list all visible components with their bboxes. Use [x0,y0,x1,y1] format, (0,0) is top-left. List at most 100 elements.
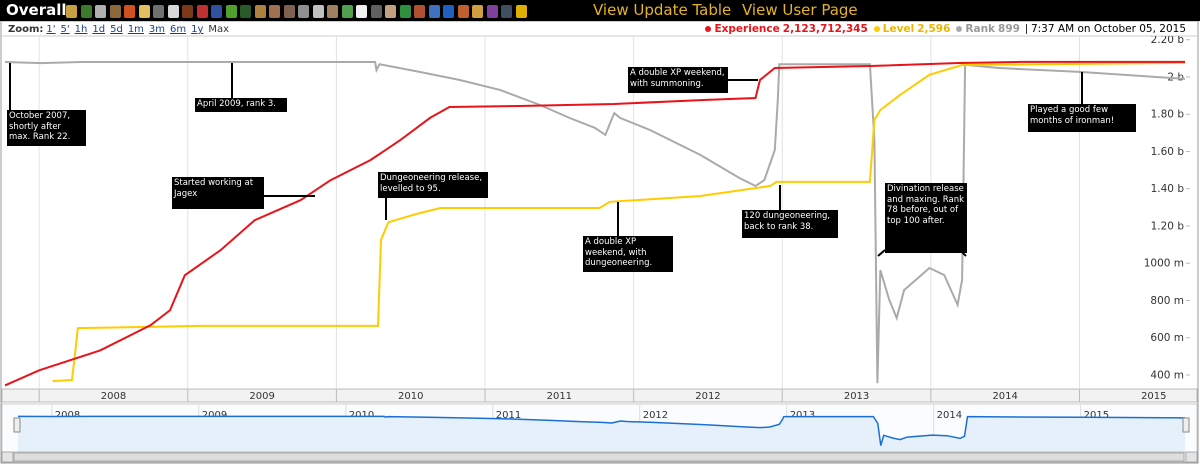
skill-icons [66,3,530,18]
x-tick-label: 2009 [249,391,274,402]
navigator-tick-label: 2012 [643,410,668,421]
annotation: Played a good few months of ironman! [1028,104,1136,132]
zoom-option[interactable]: 6m [170,24,187,35]
legend-current: 2,123,712,345 [782,23,868,35]
annotation: Dungeoneering release, levelled to 95. [378,172,488,198]
skill-icon[interactable] [515,5,527,18]
annotation-connector [877,249,886,257]
skill-title: Overall [6,1,67,19]
skill-icon[interactable] [428,5,440,18]
skill-icon[interactable] [356,5,367,18]
skill-icon[interactable] [66,5,77,18]
zoom-option[interactable]: 5d [110,24,123,35]
skill-icon[interactable] [501,5,512,18]
y-tick-label: 1.20 b [1151,220,1185,232]
skill-icon[interactable] [399,5,411,18]
legend-item: Experience 2,123,712,345 [705,23,868,35]
zoom-option[interactable]: 1y [191,24,204,35]
skill-icon[interactable] [283,5,295,18]
legend-name: Experience [714,23,780,35]
annotation: October 2007, shortly after max. Rank 22… [7,110,86,146]
navigator-area [18,416,1185,452]
navigator-line [17,415,1186,446]
skill-icon[interactable] [95,5,106,18]
skill-icon[interactable] [109,5,121,18]
skill-icon[interactable] [327,5,338,18]
skill-icon[interactable] [472,5,483,18]
skill-icon[interactable] [457,5,469,18]
skill-icon[interactable] [153,5,164,18]
legend: Experience 2,123,712,345 Level 2,596 Rank 899… [699,23,1186,35]
skill-icon[interactable] [182,5,193,18]
zoom-option[interactable]: 1d [92,24,106,35]
skill-icon[interactable] [341,5,353,18]
annotation: Started working at Jagex [172,177,264,209]
annotation: Divination release and maxing. Rank 78 b… [885,183,967,253]
zoom-option[interactable]: 1h [74,24,88,35]
y-tick-label: 1000 m [1144,258,1184,270]
skill-icon[interactable] [225,5,237,18]
skill-icon[interactable] [167,5,179,18]
x-tick-label: 2014 [992,391,1017,402]
skill-icon[interactable] [370,5,382,18]
annotation: A double XP weekend, with dungeoneering. [583,236,673,272]
scrollbar-thumb[interactable] [13,452,1185,462]
skill-icon[interactable] [443,5,454,18]
legend-dot [956,26,963,32]
legend-name: Level [882,23,915,35]
update-table-link[interactable]: View Update Table [593,1,732,19]
zoom-option[interactable]: 1m [127,24,144,35]
series-line [5,61,1185,384]
navigator-tick-label: 2015 [1084,410,1109,421]
skill-icon[interactable] [240,5,251,18]
navigator-tick-label: 2013 [790,410,815,421]
x-tick-label: 2011 [547,391,572,402]
y-tick-label: 2.20 b [1151,34,1185,46]
legend-item: Rank 899 [956,23,1020,35]
skill-icon[interactable] [196,5,208,18]
annotation: April 2009, rank 3. [195,98,287,112]
legend-current: 2,596 [917,23,951,35]
y-tick-label: 1.80 b [1151,109,1185,121]
skill-icon[interactable] [385,5,396,18]
zoom-option[interactable]: 3m [148,24,166,35]
skill-icon[interactable] [269,5,280,18]
zoom-bar: Zoom: 1' 5' 1h 1d 5d 1m 3m 6m 1y Max [8,24,234,35]
legend-item: Level 2,596 [873,23,951,35]
legend-current: 899 [998,23,1020,35]
series-line [5,60,1185,387]
y-tick-label: 1.40 b [1151,183,1185,195]
skill-icon[interactable] [414,5,425,18]
top-bar: Overall View Update Table View User Page [0,0,1200,21]
navigator-tick-label: 2009 [202,410,227,421]
zoom-option[interactable]: 1' [46,24,56,35]
scroll-left[interactable] [1,451,14,463]
skill-icon[interactable] [312,5,324,18]
x-tick-label: 2010 [398,391,423,402]
navigator-tick-label: 2008 [55,410,80,421]
legend-separator [1025,24,1027,34]
skill-icon[interactable] [486,5,498,18]
y-tick-label: 600 m [1150,332,1184,344]
legend-name: Rank [965,23,996,35]
skill-icon[interactable] [211,5,222,18]
scroll-right[interactable] [1185,451,1198,463]
skill-icon[interactable] [254,5,266,18]
zoom-option[interactable]: 5' [60,24,70,35]
skill-icon[interactable] [138,5,150,18]
annotation: A double XP weekend, with summoning. [628,67,728,93]
annotation: 120 dungeoneering, back to rank 38. [742,210,838,238]
user-page-link[interactable]: View User Page [742,1,858,19]
y-tick-label: 1.60 b [1151,146,1185,158]
navigator-tick-label: 2014 [937,410,962,421]
skill-icon[interactable] [124,5,135,18]
navigator-handle-right [1182,417,1190,433]
y-tick-label: 800 m [1150,295,1184,307]
y-tick-label: 400 m [1150,369,1184,381]
x-tick-label: 2008 [101,391,126,402]
skill-icon[interactable] [298,5,309,18]
skill-icon[interactable] [80,5,92,18]
zoom-option[interactable]: Max [208,24,230,35]
